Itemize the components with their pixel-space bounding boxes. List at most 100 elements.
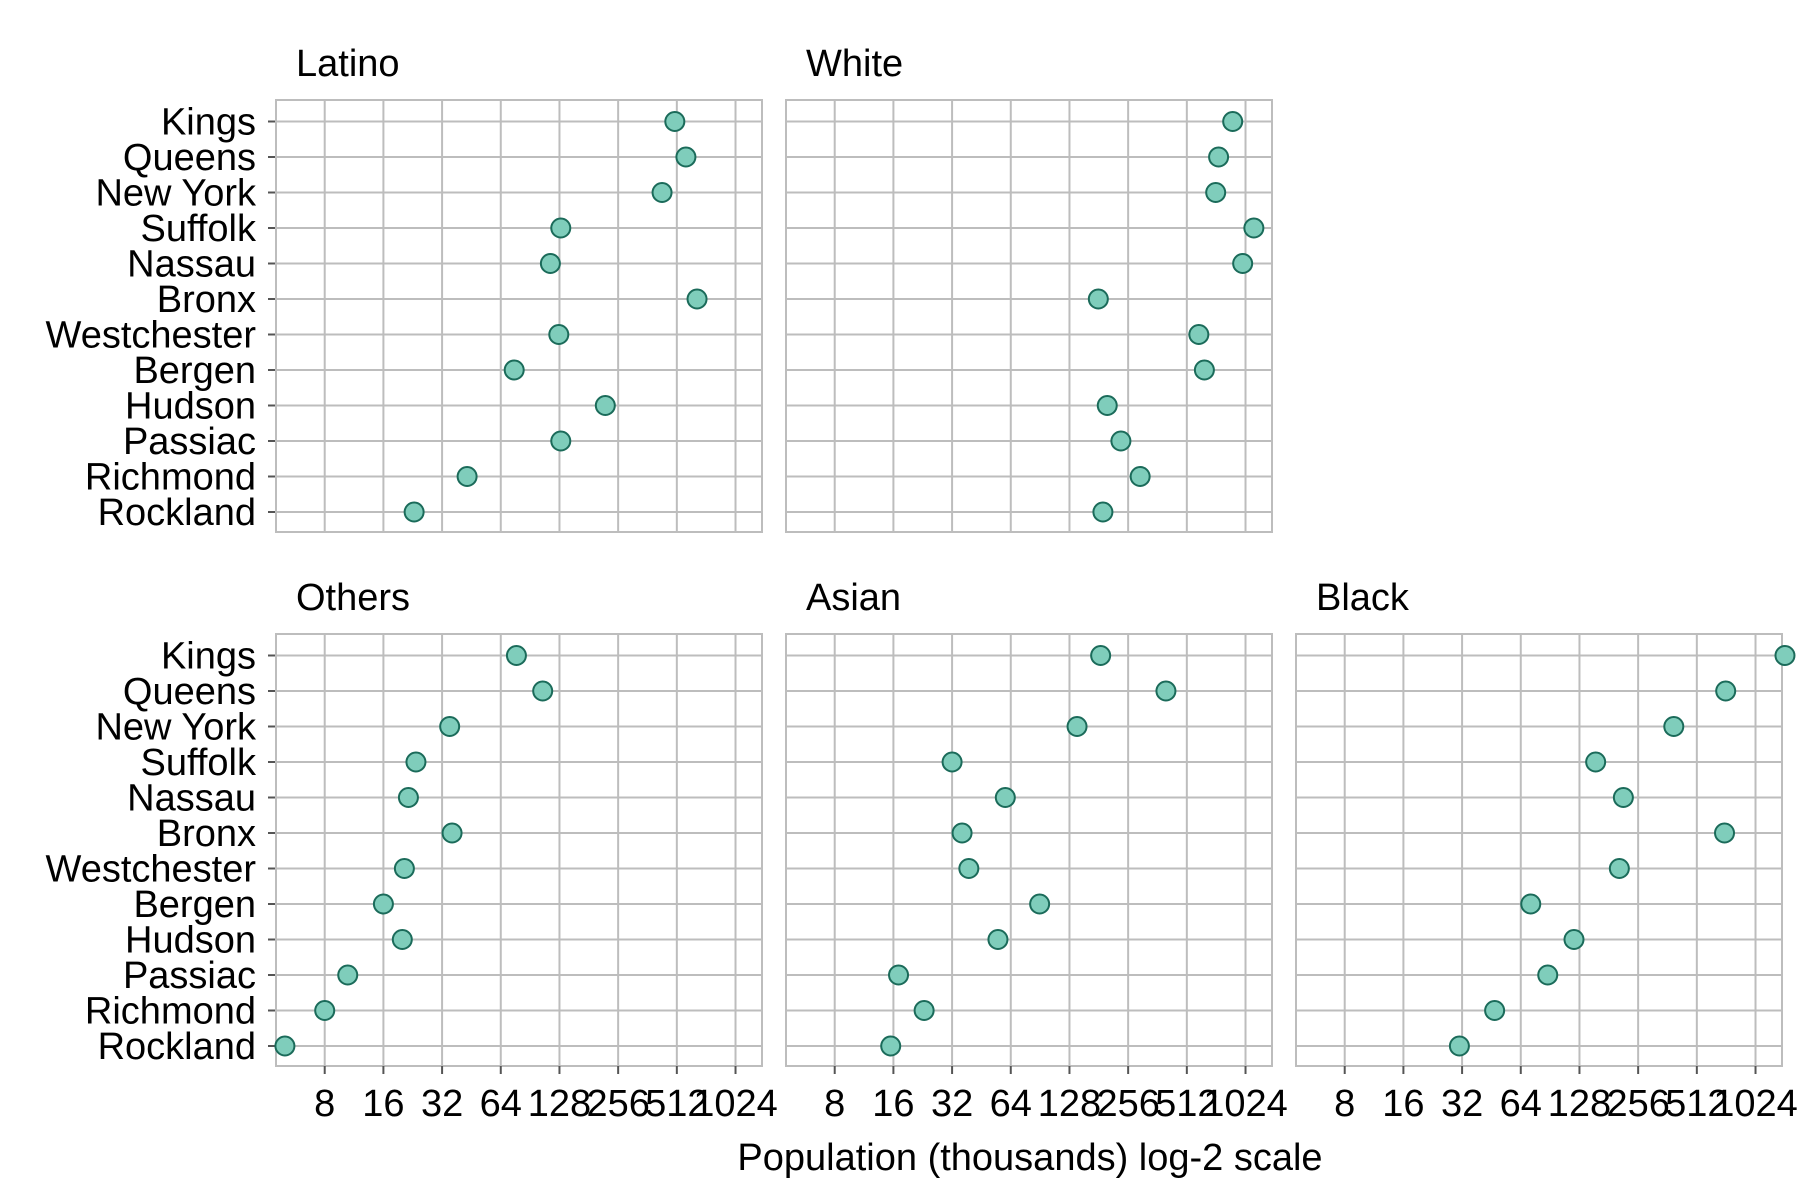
data-point-asian-queens <box>1155 680 1177 702</box>
data-point-asian-hudson <box>987 929 1009 950</box>
facet-title: Black <box>1316 577 1410 619</box>
y-tick-label: Nassau <box>127 244 256 286</box>
x-tick-label: 1024 <box>693 1083 778 1125</box>
panel-border <box>1295 633 1783 1067</box>
x-tick-label: 1024 <box>1713 1083 1798 1125</box>
data-point-white-new-york <box>1205 182 1227 203</box>
data-point-white-nassau <box>1232 253 1254 274</box>
y-tick-label: Westchester <box>46 849 257 891</box>
y-tick-label: Passiac <box>123 421 256 463</box>
y-tick-label: New York <box>95 173 257 215</box>
data-point-latino-bronx <box>686 288 708 310</box>
data-point-black-rockland <box>1448 1035 1470 1057</box>
data-point-asian-kings <box>1090 645 1112 666</box>
facet-title: Asian <box>806 577 901 619</box>
data-point-black-bronx <box>1714 822 1736 844</box>
data-point-white-bergen <box>1193 359 1215 381</box>
data-point-black-hudson <box>1563 929 1585 950</box>
y-tick-label: Queens <box>123 671 256 713</box>
facet-white: White <box>785 43 1273 533</box>
y-tick-label: New York <box>95 707 257 749</box>
data-point-others-westchester <box>393 858 415 879</box>
x-tick-label: 128 <box>1548 1083 1611 1125</box>
x-tick-label: 8 <box>824 1083 845 1125</box>
x-tick-label: 16 <box>1382 1083 1424 1125</box>
data-point-latino-new-york <box>651 182 673 203</box>
y-tick-label: Bergen <box>133 350 256 392</box>
data-point-asian-rockland <box>880 1035 902 1057</box>
data-point-asian-passiac <box>888 964 910 986</box>
y-tick-label: Suffolk <box>141 742 257 784</box>
data-point-latino-queens <box>675 146 697 168</box>
data-point-latino-nassau <box>539 253 561 274</box>
data-point-latino-westchester <box>548 324 570 345</box>
y-tick-label: Hudson <box>125 386 256 428</box>
x-tick-label: 64 <box>990 1083 1032 1125</box>
x-tick-label: 128 <box>528 1083 591 1125</box>
data-point-asian-new-york <box>1066 716 1088 737</box>
facet-title: Others <box>296 577 410 619</box>
data-point-latino-hudson <box>594 395 616 416</box>
y-tick-label: Westchester <box>46 315 257 357</box>
y-tick-label: Nassau <box>127 778 256 820</box>
panel-border <box>785 99 1273 533</box>
data-point-others-bergen <box>372 893 394 915</box>
y-tick-label: Bronx <box>157 279 256 321</box>
x-tick-label: 128 <box>1038 1083 1101 1125</box>
x-tick-label: 16 <box>362 1083 404 1125</box>
y-tick-label: Queens <box>123 137 256 179</box>
panel-border <box>275 99 763 533</box>
data-point-white-passiac <box>1110 430 1132 452</box>
data-point-black-richmond <box>1484 1000 1506 1021</box>
data-point-black-nassau <box>1612 787 1634 808</box>
x-tick-label: 512 <box>645 1083 708 1125</box>
data-point-others-kings <box>505 645 527 666</box>
facet-title: Latino <box>296 43 400 85</box>
data-point-white-bronx <box>1087 288 1109 310</box>
data-point-white-hudson <box>1096 395 1118 416</box>
data-point-others-suffolk <box>405 751 427 773</box>
data-point-latino-bergen <box>503 359 525 381</box>
x-tick-label: 8 <box>314 1083 335 1125</box>
x-axis-title: Population (thousands) log-2 scale <box>737 1137 1322 1179</box>
x-tick-label: 32 <box>1441 1083 1483 1125</box>
data-point-black-new-york <box>1663 716 1685 737</box>
data-point-black-kings <box>1774 645 1796 666</box>
y-tick-label: Bronx <box>157 813 256 855</box>
x-tick-label: 512 <box>1665 1083 1728 1125</box>
data-point-black-passiac <box>1537 964 1559 986</box>
y-tick-label: Richmond <box>85 991 256 1033</box>
y-tick-label: Bergen <box>133 884 256 926</box>
data-point-black-westchester <box>1608 858 1630 879</box>
y-tick-label: Hudson <box>125 920 256 962</box>
data-point-white-kings <box>1222 111 1244 132</box>
data-point-white-queens <box>1208 146 1230 168</box>
data-point-asian-suffolk <box>941 751 963 773</box>
data-point-asian-bronx <box>951 822 973 844</box>
y-tick-label: Rockland <box>98 492 256 534</box>
data-point-asian-westchester <box>958 858 980 879</box>
y-tick-label: Richmond <box>85 457 256 499</box>
data-point-others-nassau <box>397 787 419 808</box>
y-tick-label: Kings <box>161 102 256 144</box>
data-point-latino-richmond <box>456 466 478 487</box>
x-tick-label: 512 <box>1155 1083 1218 1125</box>
data-point-latino-suffolk <box>550 217 572 239</box>
data-point-black-bergen <box>1520 893 1542 915</box>
data-point-white-richmond <box>1129 466 1151 487</box>
panel-border <box>275 633 763 1067</box>
data-point-others-queens <box>532 680 554 702</box>
data-point-others-passiac <box>337 964 359 986</box>
data-point-latino-kings <box>664 111 686 132</box>
x-tick-label: 32 <box>421 1083 463 1125</box>
data-point-others-richmond <box>314 1000 336 1021</box>
data-point-asian-richmond <box>913 1000 935 1021</box>
data-point-white-westchester <box>1188 324 1210 345</box>
data-point-asian-bergen <box>1029 893 1051 915</box>
x-tick-label: 64 <box>1500 1083 1542 1125</box>
data-point-others-bronx <box>441 822 463 844</box>
